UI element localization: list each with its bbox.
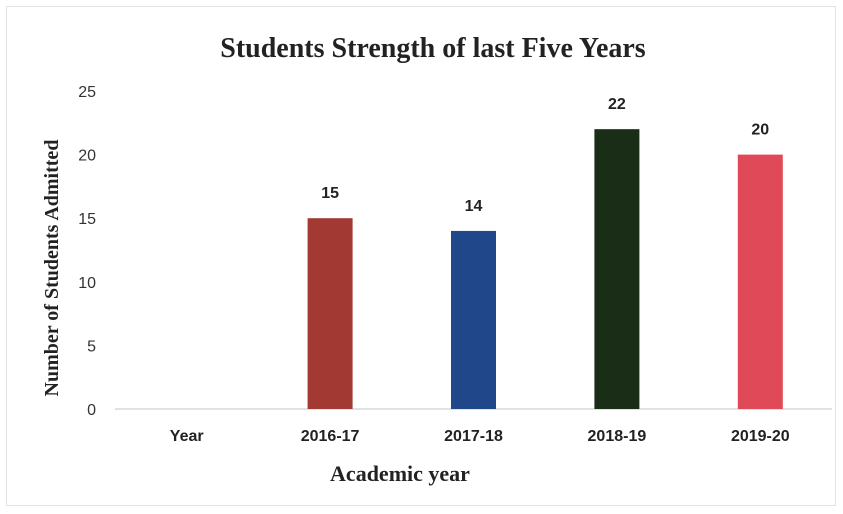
bar-2018-19: [594, 129, 640, 409]
y-tick-label: 25: [78, 84, 96, 101]
data-label-2019-20: 20: [751, 122, 769, 139]
y-tick-label: 5: [87, 338, 96, 355]
bar-2019-20: [737, 154, 783, 409]
x-axis-title: Academic year: [330, 461, 470, 486]
x-category-label: 2016-17: [301, 428, 360, 445]
x-category-label: 2019-20: [731, 428, 790, 445]
data-label-2017-18: 14: [465, 198, 483, 215]
data-labels: 15 14 22 20: [321, 96, 769, 215]
data-label-2018-19: 22: [608, 96, 626, 113]
chart-frame: [6, 6, 836, 506]
bar-2016-17: [307, 218, 353, 409]
data-label-2016-17: 15: [321, 185, 339, 202]
y-tick-label: 0: [87, 402, 96, 419]
bars-group: [307, 129, 783, 409]
y-tick-label: 15: [78, 211, 96, 228]
y-axis-ticks: 0 5 10 15 20 25: [78, 84, 96, 419]
y-axis-title: Number of Students Admitted: [41, 140, 63, 397]
x-category-label: 2017-18: [444, 428, 503, 445]
x-category-label: Year: [170, 428, 204, 445]
x-axis-categories: Year 2016-17 2017-18 2018-19 2019-20: [170, 428, 790, 445]
bar-2017-18: [451, 230, 496, 409]
y-tick-label: 10: [78, 275, 96, 292]
x-category-label: 2018-19: [588, 428, 647, 445]
chart-title: Students Strength of last Five Years: [220, 33, 646, 64]
y-tick-label: 20: [78, 148, 96, 165]
